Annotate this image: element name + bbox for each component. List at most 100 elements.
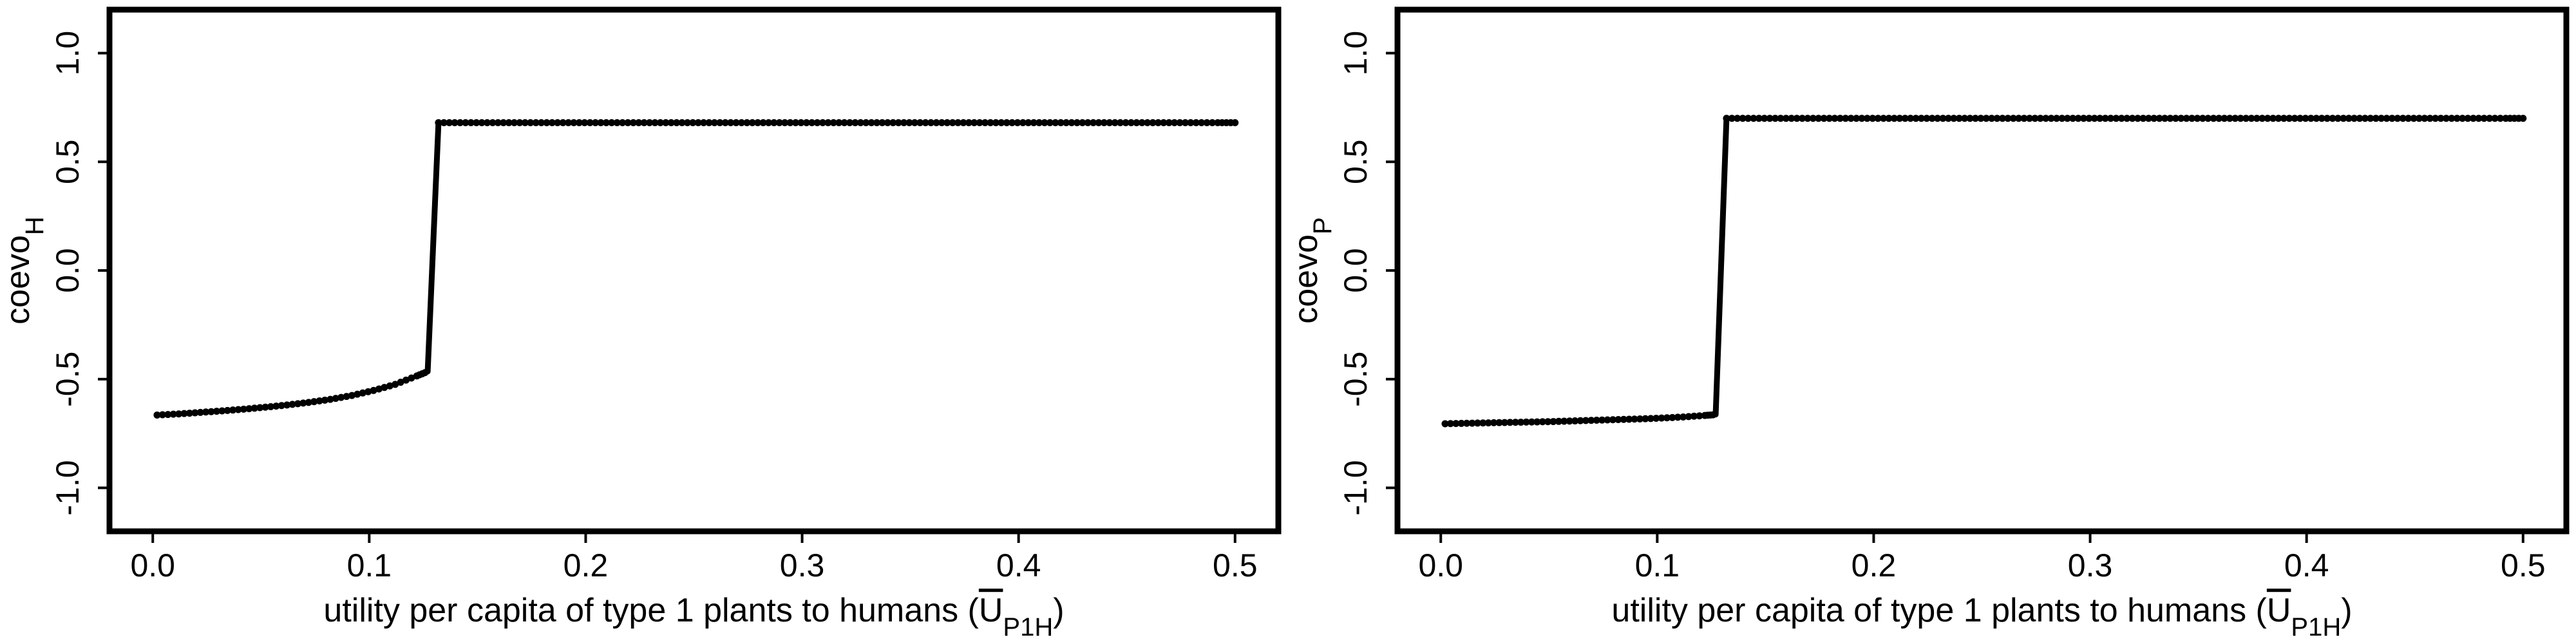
data-point <box>2155 115 2163 122</box>
data-point <box>1723 115 1730 122</box>
data-point <box>2356 115 2363 122</box>
data-point <box>586 119 594 126</box>
data-point <box>1582 417 1589 424</box>
data-point <box>2372 115 2380 122</box>
data-point <box>1928 115 1936 122</box>
data-point <box>548 119 556 126</box>
data-point <box>2226 115 2233 122</box>
data-point <box>851 119 859 126</box>
data-point <box>981 119 989 126</box>
data-point <box>521 119 529 126</box>
data-point <box>289 401 296 408</box>
data-point <box>1944 115 1952 122</box>
data-point <box>1149 119 1157 126</box>
data-point <box>2264 115 2271 122</box>
data-point <box>1539 418 1546 426</box>
data-point <box>2193 115 2201 122</box>
data-point <box>473 119 480 126</box>
data-point <box>791 119 799 126</box>
data-point <box>1793 115 1801 122</box>
data-point <box>1923 115 1931 122</box>
data-point <box>619 119 627 126</box>
data-point <box>1457 419 1465 427</box>
data-point <box>846 119 853 126</box>
data-point <box>683 119 691 126</box>
data-point <box>1847 115 1855 122</box>
data-point <box>1853 115 1861 122</box>
data-point <box>305 399 312 406</box>
data-point <box>2107 115 2114 122</box>
data-point <box>1809 115 1817 122</box>
data-point <box>802 119 810 126</box>
data-point <box>2177 115 2185 122</box>
data-point <box>819 119 826 126</box>
data-point <box>2172 115 2179 122</box>
data-point <box>451 119 459 126</box>
data-point <box>889 119 897 126</box>
data-point <box>770 119 778 126</box>
data-point <box>1571 417 1579 425</box>
data-point <box>2329 115 2336 122</box>
data-point <box>1003 119 1010 126</box>
data-point <box>2101 115 2109 122</box>
data-point <box>840 119 848 126</box>
data-point <box>2150 115 2158 122</box>
data-point <box>1815 115 1823 122</box>
data-point <box>1160 119 1168 126</box>
data-point <box>1934 115 1942 122</box>
data-point <box>245 405 253 413</box>
data-point <box>440 119 448 126</box>
data-point <box>1452 420 1460 428</box>
jump-segment <box>1712 115 1730 418</box>
y-axis-label: coevoP <box>1287 217 1337 323</box>
data-point <box>884 119 891 126</box>
data-point <box>954 119 962 126</box>
data-point <box>976 119 983 126</box>
data-point <box>651 119 659 126</box>
x-axis-label-close: ) <box>2341 592 2352 629</box>
y-axis-label-text: coevo <box>1287 234 1325 324</box>
data-point <box>2112 115 2120 122</box>
data-point <box>375 385 383 393</box>
data-point <box>337 393 345 401</box>
data-point <box>1971 115 1979 122</box>
data-point <box>1885 115 1893 122</box>
data-point <box>348 392 355 399</box>
data-point <box>2426 115 2434 122</box>
data-point <box>1127 119 1135 126</box>
data-point <box>1728 115 1736 122</box>
data-point <box>732 119 740 126</box>
y-tick-label: -0.5 <box>1338 352 1374 407</box>
x-tick-label: 0.4 <box>996 547 1041 583</box>
x-tick-label: 0.3 <box>780 547 825 583</box>
data-point <box>1631 415 1638 423</box>
data-point <box>2313 115 2320 122</box>
data-point <box>1912 115 1920 122</box>
x-tick-label: 0.1 <box>347 547 392 583</box>
data-point <box>332 395 339 402</box>
data-point <box>581 119 589 126</box>
data-point <box>1041 119 1048 126</box>
data-point <box>234 406 242 413</box>
data-point <box>1598 416 1606 424</box>
data-point <box>673 119 681 126</box>
data-point <box>916 119 924 126</box>
data-point <box>2096 115 2104 122</box>
data-point <box>1685 413 1692 421</box>
data-point <box>1203 119 1211 126</box>
data-point <box>2345 115 2353 122</box>
data-point <box>592 119 600 126</box>
data-point <box>1441 420 1449 428</box>
data-point <box>2297 115 2304 122</box>
data-point <box>608 119 616 126</box>
data-point <box>489 119 497 126</box>
data-point <box>662 119 670 126</box>
data-point <box>943 119 951 126</box>
data-point <box>2031 115 2039 122</box>
data-point <box>1880 115 1888 122</box>
x-tick-label: 0.4 <box>2284 547 2329 583</box>
data-point <box>278 402 285 410</box>
data-point <box>786 119 794 126</box>
x-axis-label-symbol: U <box>979 592 1003 629</box>
data-point <box>933 119 940 126</box>
